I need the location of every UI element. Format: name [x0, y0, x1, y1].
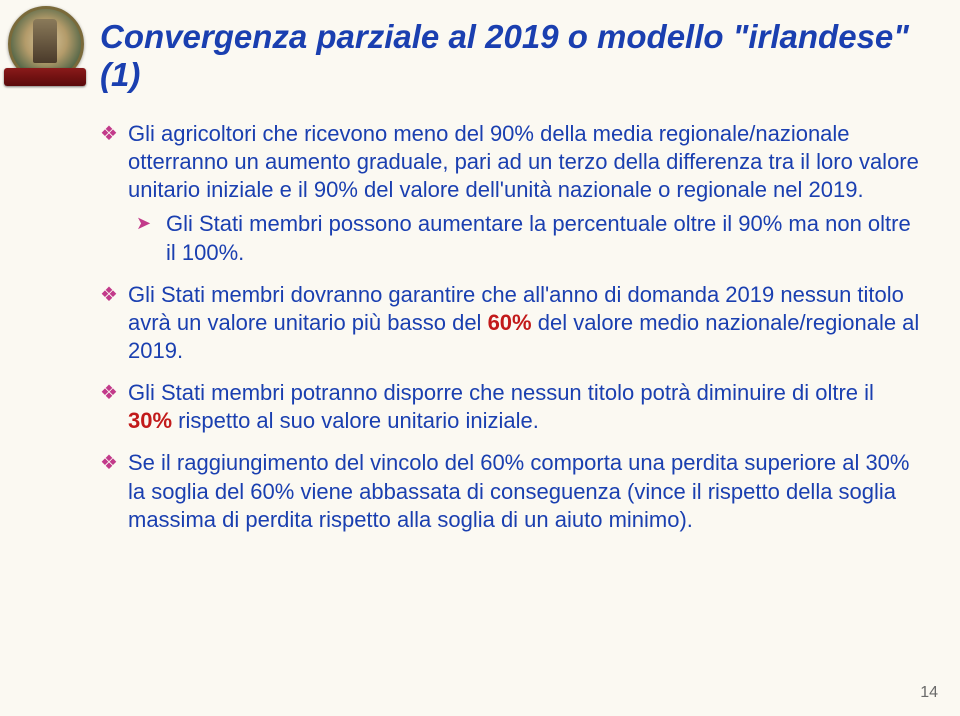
bullet-text: Se il raggiungimento del vincolo del 60%…: [128, 450, 909, 531]
percent-emphasis: 60%: [488, 310, 532, 335]
bullet-item: Gli Stati membri potranno disporre che n…: [100, 379, 920, 435]
faculty-logo: [8, 6, 86, 96]
bullet-item: Gli Stati membri dovranno garantire che …: [100, 281, 920, 365]
bullet-text: Gli agricoltori che ricevono meno del 90…: [128, 121, 919, 202]
bullet-list: Gli agricoltori che ricevono meno del 90…: [100, 120, 920, 534]
slide-content: Convergenza parziale al 2019 o modello "…: [100, 18, 920, 548]
sub-bullet-item: Gli Stati membri possono aumentare la pe…: [136, 210, 920, 266]
percent-emphasis: 30%: [128, 408, 172, 433]
bullet-item: Se il raggiungimento del vincolo del 60%…: [100, 449, 920, 533]
sub-bullet-text: Gli Stati membri possono aumentare la pe…: [166, 211, 911, 264]
slide-title: Convergenza parziale al 2019 o modello "…: [100, 18, 920, 94]
bullet-item: Gli agricoltori che ricevono meno del 90…: [100, 120, 920, 267]
bullet-text-post: rispetto al suo valore unitario iniziale…: [172, 408, 539, 433]
sub-bullet-list: Gli Stati membri possono aumentare la pe…: [136, 210, 920, 266]
bullet-text-pre: Gli Stati membri potranno disporre che n…: [128, 380, 874, 405]
page-number: 14: [920, 684, 938, 702]
logo-banner: [4, 68, 86, 86]
logo-tower: [33, 19, 57, 63]
